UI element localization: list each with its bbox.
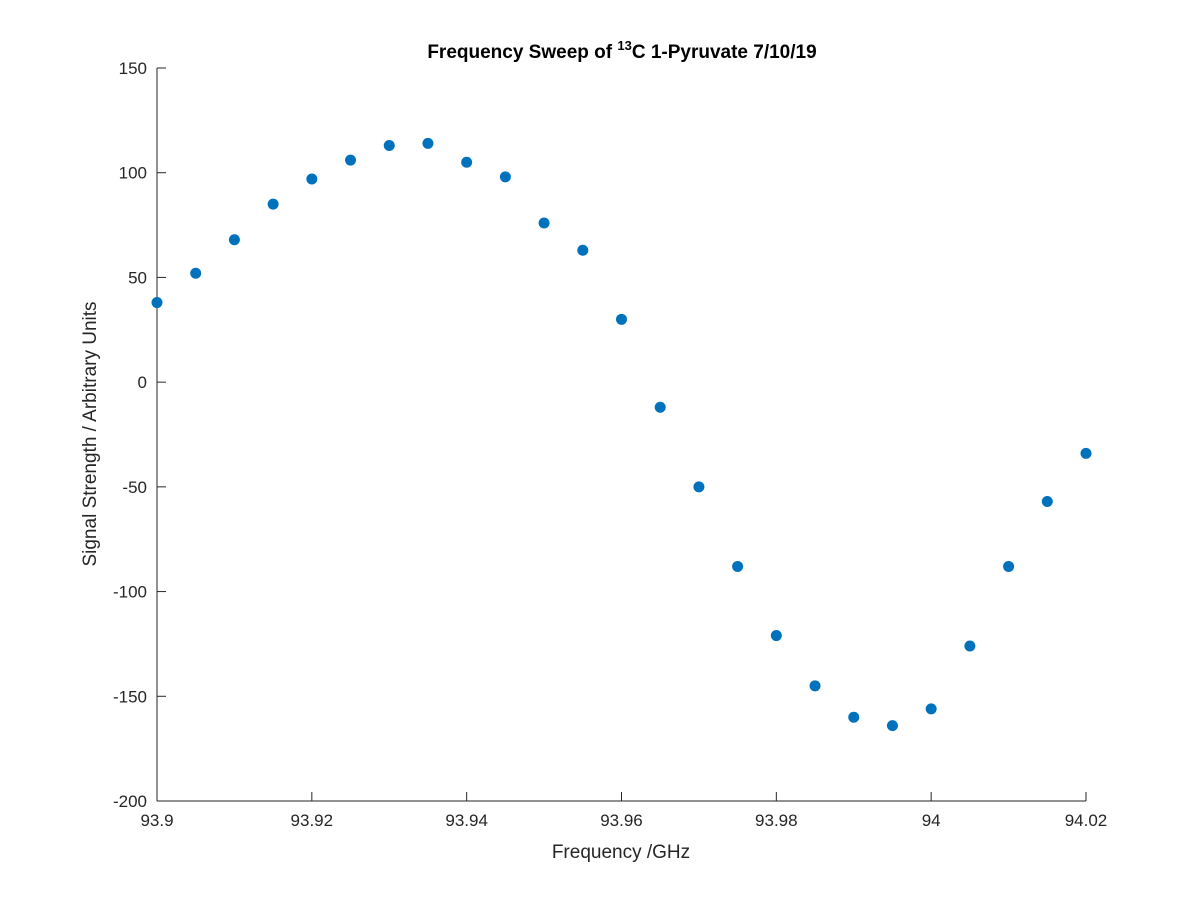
y-tick-label: -100 xyxy=(113,583,147,602)
data-point xyxy=(538,217,550,229)
chart-title-superscript: 13 xyxy=(617,38,631,53)
x-tick-label: 93.96 xyxy=(600,811,643,830)
chart-title: Frequency Sweep of 13C 1-Pyruvate 7/10/1… xyxy=(427,38,816,63)
x-tick-label: 93.92 xyxy=(291,811,334,830)
data-point xyxy=(577,244,589,256)
data-point xyxy=(654,401,666,413)
y-axis-ticks: -200 -150 -100 -50 0 50 100 150 xyxy=(113,59,166,811)
data-point xyxy=(228,234,240,246)
data-point xyxy=(770,630,782,642)
data-point xyxy=(616,313,627,325)
data-point xyxy=(732,560,744,572)
data-point xyxy=(190,267,202,279)
data-point xyxy=(1003,560,1015,572)
x-tick-label: 93.9 xyxy=(140,811,173,830)
data-point xyxy=(848,711,860,723)
y-tick-label: 150 xyxy=(119,59,147,78)
data-point xyxy=(1080,447,1092,459)
y-tick-label: -150 xyxy=(113,687,147,706)
data-points xyxy=(151,137,1092,732)
data-point xyxy=(925,703,937,715)
data-point xyxy=(1041,496,1053,508)
x-tick-label: 94.02 xyxy=(1065,811,1108,830)
x-tick-label: 93.98 xyxy=(755,811,798,830)
data-point xyxy=(345,154,357,166)
x-axis-ticks: 93.9 93.92 93.94 93.96 93.98 94 94.02 xyxy=(140,792,1107,830)
data-point xyxy=(267,198,279,210)
x-tick-label: 94 xyxy=(922,811,941,830)
y-tick-label: -200 xyxy=(113,792,147,811)
y-tick-label: 0 xyxy=(138,373,147,392)
y-tick-label: 100 xyxy=(119,164,147,183)
data-point xyxy=(383,139,395,151)
y-tick-label: -50 xyxy=(122,478,147,497)
data-point xyxy=(306,173,318,185)
data-point xyxy=(422,137,434,149)
data-point xyxy=(499,171,511,183)
x-tick-label: 93.94 xyxy=(445,811,488,830)
data-point xyxy=(151,297,163,309)
chart-title-suffix: C 1-Pyruvate 7/10/19 xyxy=(632,42,817,63)
data-point xyxy=(809,680,821,692)
chart-title-prefix: Frequency Sweep of xyxy=(427,42,617,63)
y-tick-label: 50 xyxy=(128,268,147,287)
y-axis-label: Signal Strength / Arbitrary Units xyxy=(80,301,101,566)
data-point xyxy=(964,640,976,652)
x-axis-label: Frequency /GHz xyxy=(552,842,690,863)
data-point xyxy=(693,481,705,493)
data-point xyxy=(461,156,473,168)
data-point xyxy=(886,720,898,732)
